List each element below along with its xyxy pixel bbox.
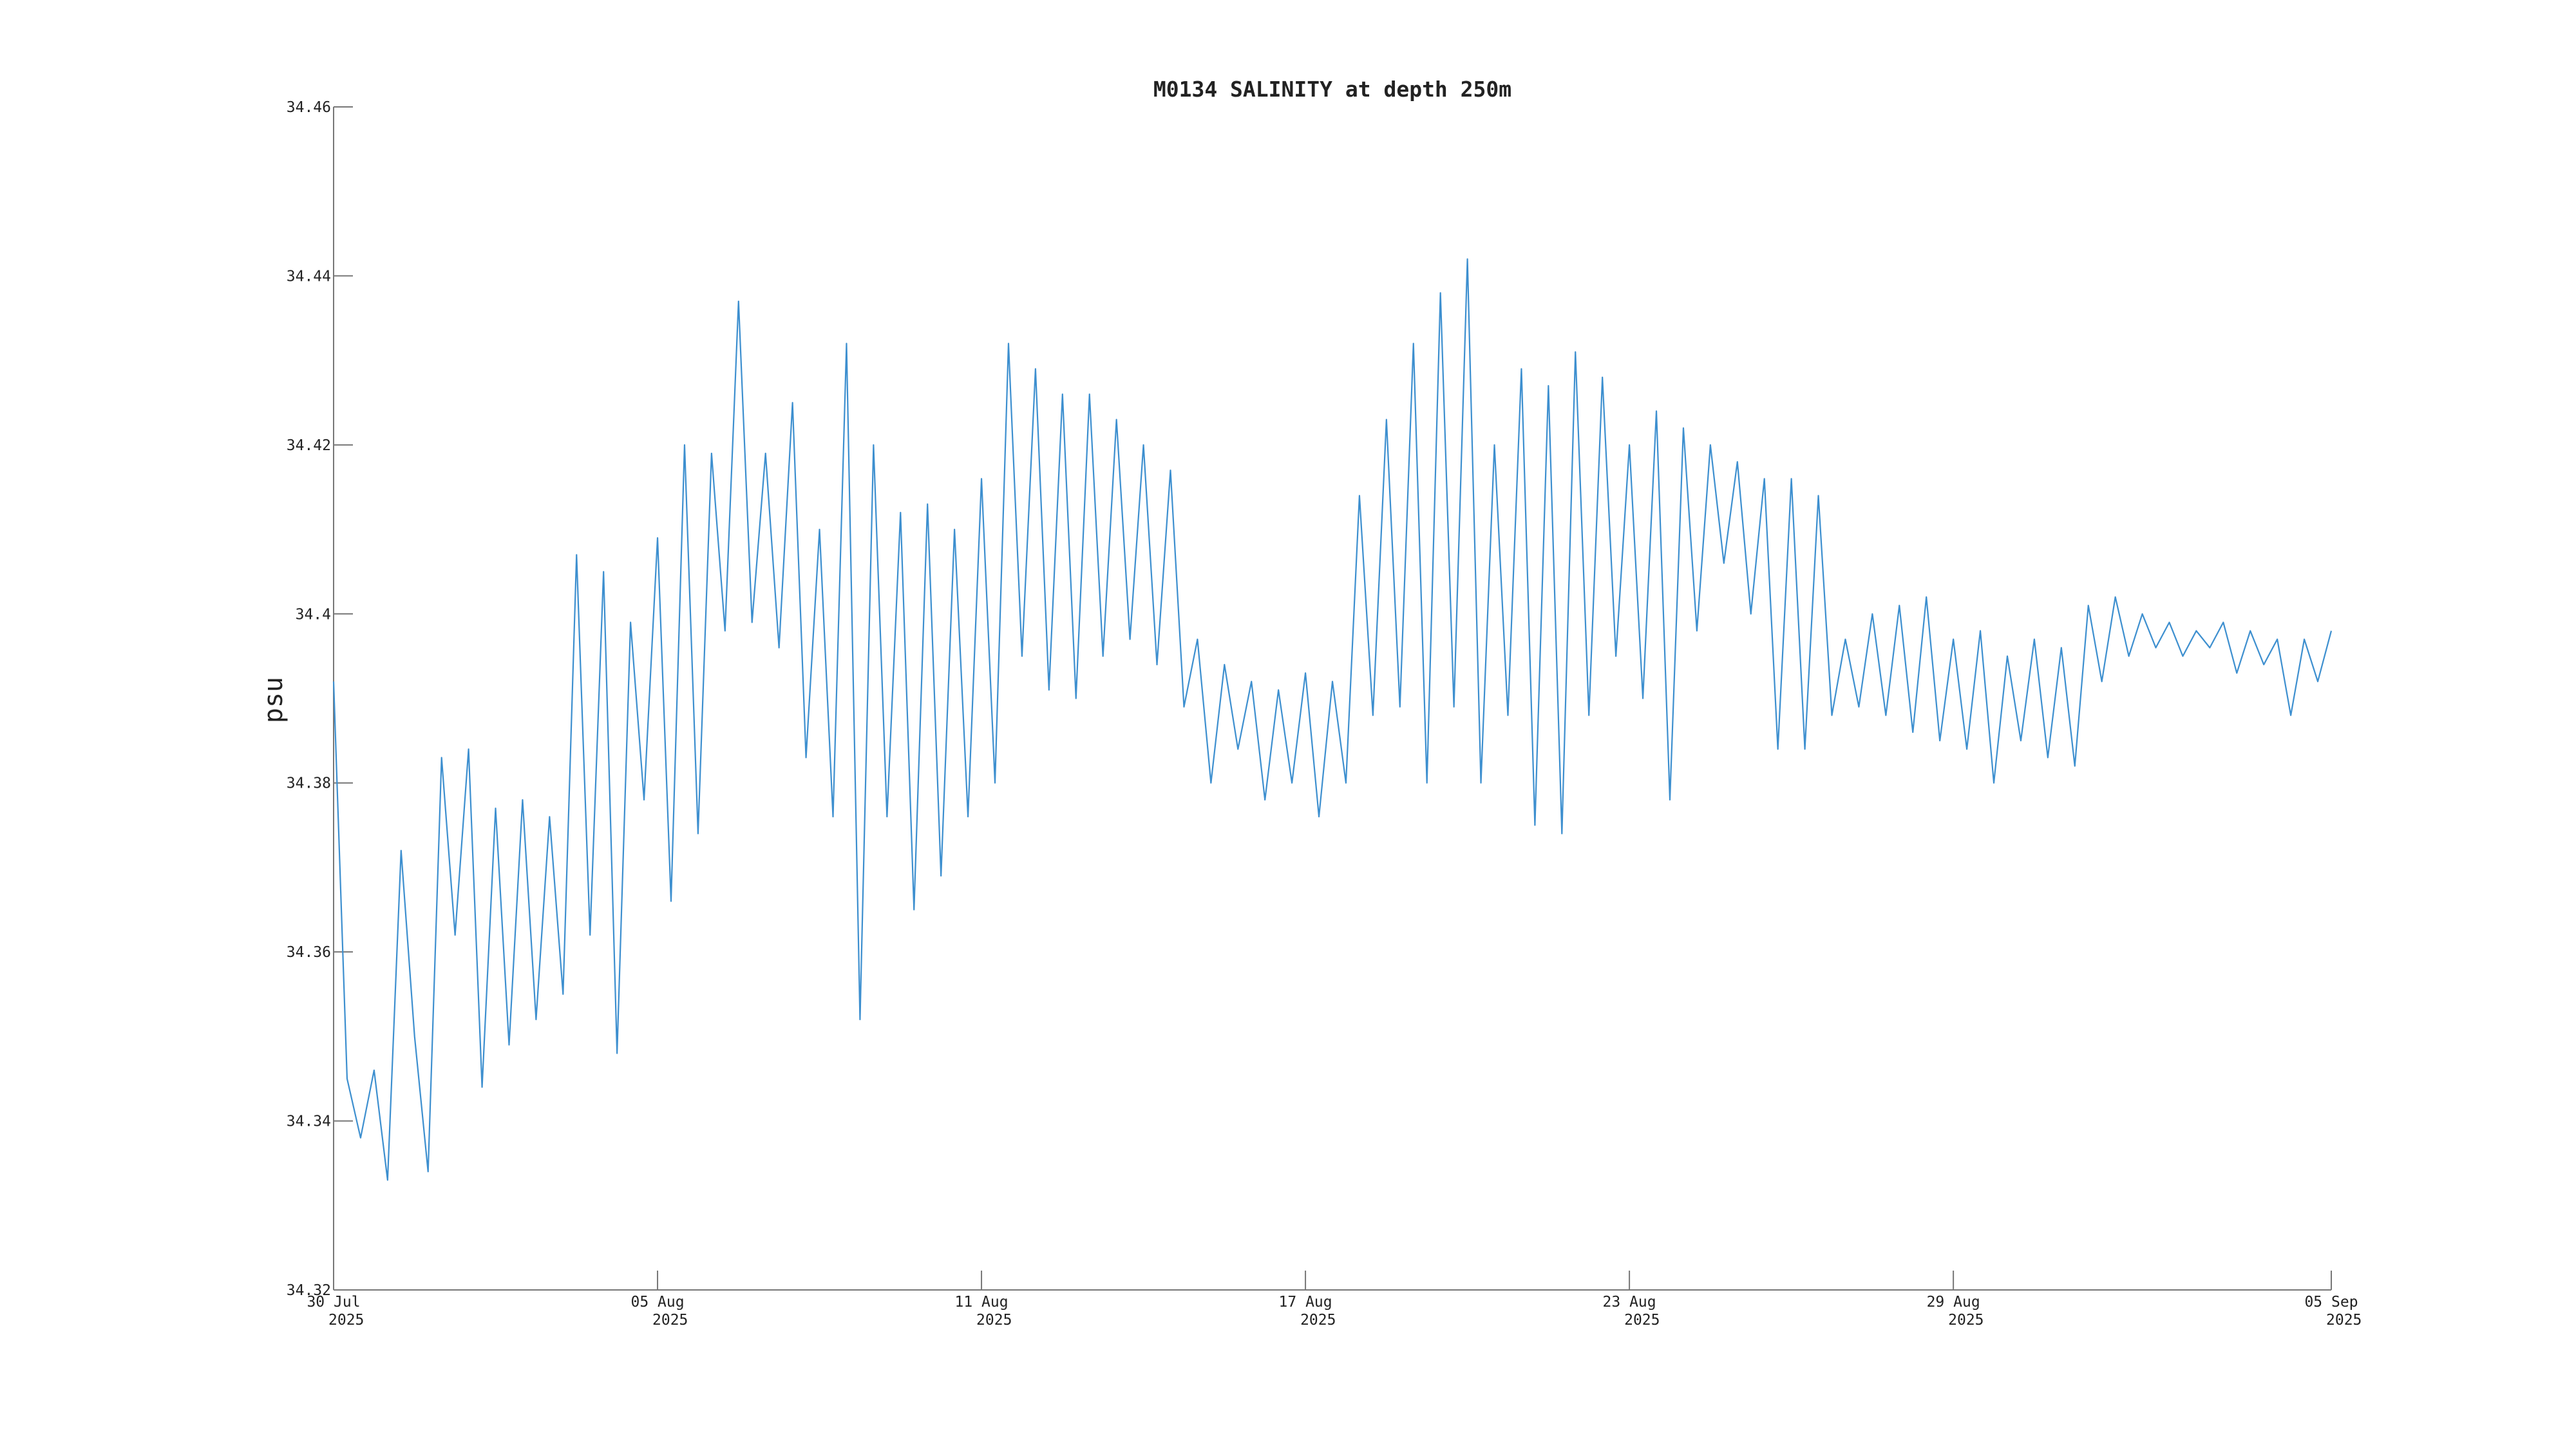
y-tick-label: 34.34 — [287, 1113, 331, 1130]
x-tick-label-year: 2025 — [1948, 1312, 1984, 1329]
y-tick-label: 34.32 — [287, 1282, 331, 1299]
y-tick-label: 34.46 — [287, 99, 331, 116]
x-tick-label-year: 2025 — [1624, 1312, 1660, 1329]
x-tick-label: 29 Aug — [1927, 1294, 1980, 1311]
y-tick-label: 34.42 — [287, 437, 331, 454]
x-tick-label: 11 Aug — [955, 1294, 1009, 1311]
data-line — [332, 258, 2333, 1181]
x-tick-label-year: 2025 — [2326, 1312, 2362, 1329]
x-tick-label: 05 Sep — [2304, 1294, 2358, 1311]
x-tick-label: 23 Aug — [1603, 1294, 1656, 1311]
x-tick-label-year: 2025 — [976, 1312, 1012, 1329]
y-axis-label: psu — [259, 677, 289, 723]
x-tick-label-year: 2025 — [1300, 1312, 1336, 1329]
x-tick-label: 05 Aug — [630, 1294, 684, 1311]
x-tick-label-year: 2025 — [328, 1312, 364, 1329]
x-tick-label: 17 Aug — [1279, 1294, 1332, 1311]
y-tick-label: 34.36 — [287, 944, 331, 961]
chart-title: M0134 SALINITY at depth 250m — [1153, 77, 1511, 102]
y-tick-label: 34.4 — [296, 606, 331, 623]
y-tick-label: 34.38 — [287, 775, 331, 792]
y-tick-label: 34.44 — [287, 268, 331, 285]
x-tick-label-year: 2025 — [652, 1312, 688, 1329]
x-tick-label: 30 Jul — [307, 1294, 360, 1311]
